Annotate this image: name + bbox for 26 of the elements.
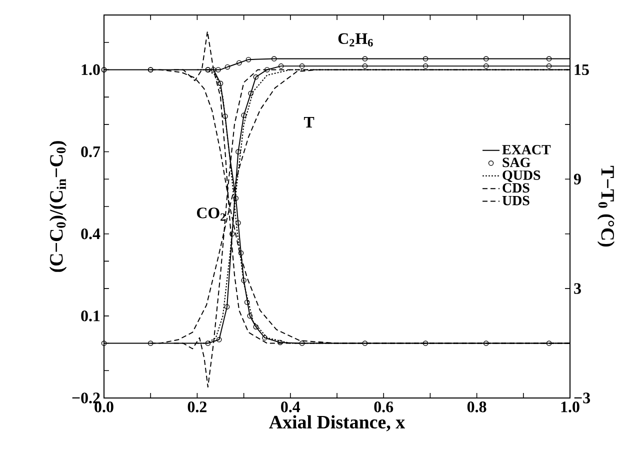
y2-tick-label: 9	[574, 174, 581, 184]
legend-label: SAG	[502, 158, 530, 168]
y-tick-label: 0.4	[81, 228, 100, 240]
y-tick-label: 1.0	[82, 64, 100, 76]
y-tick-label: −0.2	[72, 392, 100, 404]
legend-label: UDS	[502, 196, 530, 206]
x-tick-label: 1.0	[561, 402, 580, 412]
x-tick-label: 0.2	[188, 402, 206, 412]
y2-tick-label: 15	[574, 64, 589, 76]
annotation: T	[304, 117, 314, 128]
y-tick-label: 0.7	[81, 146, 100, 158]
x-tick-label: 0.0	[94, 402, 114, 412]
y-tick-label: 0.1	[81, 310, 100, 322]
y-axis-title: (C−C$_{0}$)/(C$_{in}$−C$_{0}$)	[49, 141, 67, 272]
legend-label: QUDS	[502, 170, 540, 182]
x-tick-label: 0.4	[281, 402, 300, 412]
y2-axis-title: T−T$_{0}$ (°C)	[597, 166, 615, 247]
y2-tick-label: −3	[574, 392, 590, 404]
annotation: C$_{2}$H$_{6}$	[338, 33, 373, 47]
legend-label: CDS	[502, 183, 530, 193]
legend-label: EXACT	[502, 145, 551, 154]
x-axis-title: Axial Distance, x	[269, 415, 405, 432]
y2-tick-label: 3	[574, 283, 581, 294]
x-tick-label: 0.8	[467, 402, 486, 412]
annotation: CO$_{2}$	[196, 208, 226, 221]
x-tick-label: 0.6	[374, 402, 394, 412]
